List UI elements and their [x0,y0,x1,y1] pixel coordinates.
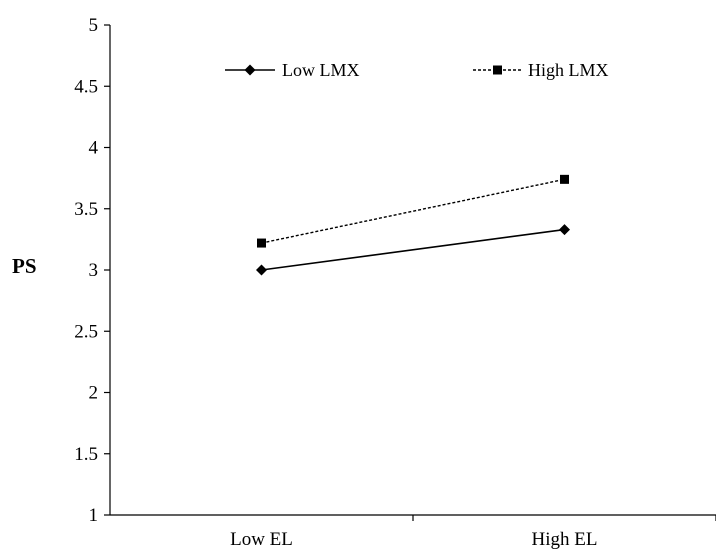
legend-entry: High LMX [473,60,609,80]
data-point [257,238,266,248]
data-point [560,174,569,184]
legend-label: Low LMX [282,60,360,80]
y-tick-label: 2.5 [74,321,98,342]
y-tick-label: 5 [89,15,99,36]
y-tick-label: 4 [89,138,99,159]
y-tick-label: 1.5 [74,444,98,465]
legend: Low LMX High LMX [225,60,609,80]
legend-marker [244,64,256,76]
y-tick-label: 4.5 [74,76,98,97]
data-point [256,264,267,276]
y-ticks: 1 1.5 2 2.5 3 3.5 4 4.5 5 [74,15,110,526]
series-line [261,228,565,271]
y-tick-label: 1 [89,505,99,526]
x-tick-label: High EL [532,529,598,550]
x-ticks: Low EL High EL [230,515,716,550]
y-tick-label: 3 [89,260,99,281]
series-high-lmx [257,174,569,248]
legend-entry: Low LMX [225,60,360,80]
series-low-lmx [256,224,570,276]
axes [109,25,716,516]
series-line [261,178,565,244]
legend-marker [493,65,502,75]
data-point [559,224,570,236]
y-tick-label: 2 [89,383,99,404]
y-tick-label: 3.5 [74,199,98,220]
legend-label: High LMX [528,60,609,80]
x-tick-label: Low EL [230,529,293,550]
y-axis-label: PS [12,254,37,278]
series-layer [256,174,570,276]
